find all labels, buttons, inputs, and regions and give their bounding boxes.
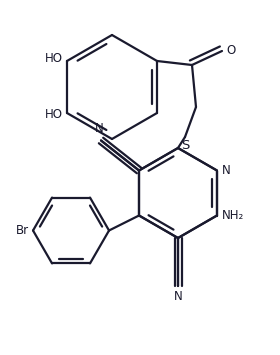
Text: N: N: [222, 164, 231, 177]
Text: NH₂: NH₂: [222, 209, 244, 222]
Text: N: N: [174, 290, 182, 303]
Text: N: N: [95, 121, 103, 135]
Text: HO: HO: [45, 109, 63, 121]
Text: O: O: [226, 44, 235, 58]
Text: S: S: [181, 139, 189, 152]
Text: Br: Br: [16, 224, 29, 237]
Text: HO: HO: [45, 53, 63, 66]
